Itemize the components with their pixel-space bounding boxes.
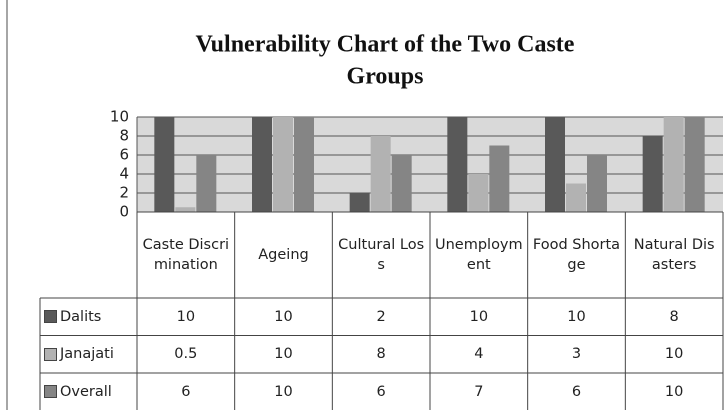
category-label: Natural Disasters	[633, 237, 715, 273]
bar	[545, 117, 565, 212]
table-value: 8	[669, 308, 679, 325]
bar	[684, 117, 705, 212]
category-label: Ageing	[258, 247, 309, 263]
bar	[663, 117, 684, 212]
bar	[566, 183, 586, 212]
legend-entry: Janajati	[40, 336, 137, 374]
bar	[587, 155, 607, 212]
bar	[391, 155, 412, 212]
y-tick-label: 2	[119, 184, 129, 202]
legend-label: Dalits	[60, 308, 102, 325]
y-tick-label: 0	[119, 203, 129, 221]
category-label: Food Shortage	[532, 237, 621, 273]
chart-title-line: Groups	[347, 64, 424, 90]
table-value: 10	[274, 346, 293, 363]
table-value: 8	[376, 346, 386, 363]
bar	[294, 117, 314, 212]
bar	[489, 145, 510, 212]
table-value: 10	[664, 346, 684, 363]
legend-label: Janajati	[60, 346, 114, 363]
table-value: 7	[474, 383, 484, 400]
table-value: 3	[571, 346, 582, 363]
table-value: 2	[376, 308, 386, 325]
table-value: 10	[176, 308, 196, 325]
table-value: 10	[274, 383, 293, 400]
table-value: 10	[664, 383, 684, 400]
bar	[154, 117, 175, 212]
legend-entry: Dalits	[40, 298, 137, 336]
table-value: 6	[376, 383, 386, 400]
chart-title-line: Vulnerability Chart of the Two Caste	[196, 32, 575, 58]
legend-entry: Overall	[40, 373, 137, 410]
category-label: Caste Discrimination	[142, 237, 230, 273]
bar	[349, 193, 370, 212]
plot-area	[137, 117, 723, 212]
y-tick-label: 4	[119, 165, 129, 183]
table-value: 6	[571, 383, 582, 400]
y-tick-label: 8	[119, 127, 129, 145]
bar	[370, 136, 391, 212]
bar	[175, 207, 196, 212]
category-label: Unemployment	[434, 237, 523, 273]
table-value: 4	[474, 346, 484, 363]
bar	[196, 155, 217, 212]
table-value: 10	[274, 308, 293, 325]
legend-swatch	[44, 310, 57, 324]
legend-swatch	[44, 385, 57, 399]
bar	[447, 117, 468, 212]
bar	[252, 117, 272, 212]
legend-swatch	[44, 347, 57, 361]
table-value: 10	[469, 308, 489, 325]
bar	[642, 136, 663, 212]
bar	[273, 117, 293, 212]
y-tick-label: 6	[119, 146, 129, 164]
y-tick-label: 10	[110, 108, 129, 126]
table-value: 0.5	[174, 346, 198, 363]
table-value: 6	[181, 383, 191, 400]
legend-label: Overall	[60, 383, 112, 400]
table-value: 10	[567, 308, 586, 325]
bar	[468, 174, 489, 212]
category-label: Cultural Loss	[338, 237, 425, 273]
